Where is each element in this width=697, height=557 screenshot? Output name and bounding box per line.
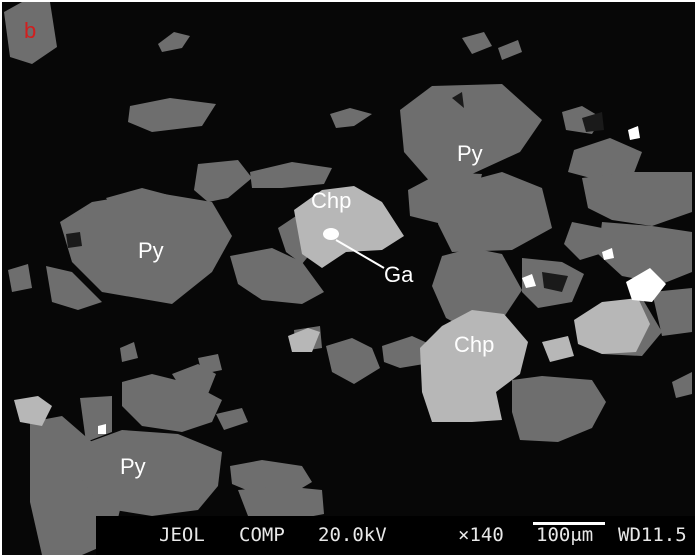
mineral-label-ga: Ga bbox=[384, 262, 414, 287]
sem-info-bar: JEOL COMP 20.0kV ×140 100μm WD11.5 bbox=[96, 516, 695, 555]
magnification: ×140 bbox=[458, 524, 504, 546]
mineral-label-chp: Chp bbox=[454, 332, 495, 357]
mineral-label-py: Py bbox=[120, 454, 146, 479]
mineral-label-chp: Chp bbox=[311, 188, 352, 213]
working-distance: WD11.5 bbox=[618, 524, 687, 546]
imaging-mode: COMP bbox=[239, 524, 285, 546]
accelerating-voltage: 20.0kV bbox=[318, 524, 387, 546]
mineral-label-py: Py bbox=[457, 141, 483, 166]
scale-bar-label: 100μm bbox=[536, 524, 594, 546]
ga-pointer-line bbox=[335, 239, 385, 269]
scale-bar bbox=[533, 522, 605, 525]
panel-letter: b bbox=[24, 18, 37, 43]
instrument-maker: JEOL bbox=[159, 524, 205, 546]
mineral-label-py: Py bbox=[138, 238, 164, 263]
